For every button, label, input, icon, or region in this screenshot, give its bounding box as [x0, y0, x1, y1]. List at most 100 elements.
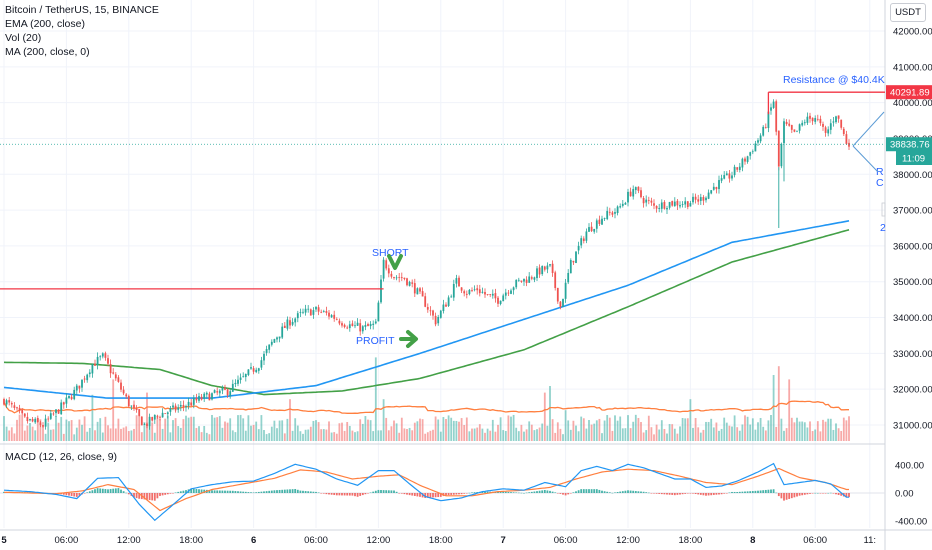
- candle-body: [749, 152, 752, 156]
- volume-bar: [546, 425, 549, 441]
- volume-bar: [270, 426, 273, 441]
- candle-body: [491, 293, 494, 296]
- volume-bar: [803, 422, 806, 441]
- volume-bar: [842, 417, 845, 441]
- candle-body: [767, 111, 770, 129]
- volume-bar: [824, 421, 827, 441]
- candle-body: [226, 389, 229, 396]
- candle-body: [465, 293, 468, 295]
- candle-body: [650, 200, 653, 203]
- cut-annotation-2[interactable]: 2: [880, 222, 886, 234]
- volume-bar: [122, 427, 125, 441]
- legend-vol[interactable]: Vol (20): [5, 32, 42, 44]
- candle-body: [211, 393, 213, 400]
- candle-body: [624, 202, 627, 205]
- macd-histogram-bar: [499, 491, 502, 493]
- legend-ma[interactable]: MA (200, close, 0): [5, 46, 90, 58]
- volume-bar: [380, 430, 382, 441]
- volume-bar: [707, 421, 710, 441]
- candle-body: [369, 323, 372, 327]
- volume-bar: [130, 430, 133, 441]
- macd-histogram-bar: [744, 491, 746, 493]
- macd-histogram-bar: [411, 493, 414, 496]
- candle-body: [458, 277, 460, 287]
- macd-histogram-bar: [816, 492, 819, 494]
- macd-histogram-bar: [367, 493, 369, 494]
- volume-bar: [554, 432, 557, 441]
- volume-bar: [593, 423, 596, 441]
- volume-bar: [203, 425, 206, 441]
- macd-histogram-bar: [715, 493, 718, 495]
- legend-macd[interactable]: MACD (12, 26, close, 9): [5, 451, 118, 463]
- macd-histogram-bar: [161, 493, 164, 496]
- macd-histogram-bar: [463, 493, 466, 494]
- candle-body: [616, 206, 619, 214]
- volume-bar: [658, 429, 661, 441]
- cut-annotation-r[interactable]: R: [876, 166, 884, 178]
- candle-body: [239, 377, 242, 380]
- volume-bar: [177, 426, 180, 441]
- volume-bar: [673, 428, 676, 441]
- macd-histogram-bar: [68, 493, 70, 496]
- volume-bar: [16, 419, 18, 441]
- volume-bar: [809, 421, 811, 441]
- candle-body: [333, 314, 336, 319]
- candle-body: [764, 127, 767, 128]
- legend-ema[interactable]: EMA (200, close): [5, 18, 85, 30]
- volume-bar: [94, 430, 96, 441]
- candle-body: [671, 201, 674, 206]
- candle-body: [200, 396, 203, 400]
- volume-bar: [263, 430, 265, 441]
- candle-body: [562, 298, 564, 307]
- macd-histogram-bar: [455, 493, 458, 495]
- candle-body: [356, 322, 359, 326]
- candle-body: [819, 118, 822, 124]
- candle-body: [564, 282, 567, 299]
- candle-body: [699, 197, 702, 201]
- candle-body: [757, 140, 759, 143]
- candle-body: [551, 263, 554, 273]
- macd-histogram-bar: [759, 490, 762, 493]
- macd-histogram-bar: [434, 493, 437, 498]
- volume-bar: [348, 425, 351, 441]
- macd-histogram-bar: [421, 493, 424, 498]
- currency-button[interactable]: USDT: [890, 3, 926, 22]
- macd-histogram-bar: [104, 489, 107, 493]
- projection-box: [881, 202, 886, 217]
- volume-bar: [135, 415, 138, 441]
- candle-body: [244, 374, 247, 378]
- candle-body: [242, 376, 245, 378]
- macd-histogram-bar: [679, 493, 681, 495]
- volume-bar: [302, 433, 304, 441]
- macd-histogram-bar: [809, 493, 811, 494]
- legend-symbol[interactable]: Bitcoin / TetherUS, 15, BINANCE: [5, 4, 159, 16]
- volume-bar: [335, 433, 338, 441]
- candle-body: [159, 416, 161, 418]
- volume-bar: [562, 434, 564, 441]
- candle-body: [294, 318, 297, 323]
- volume-bar: [286, 418, 289, 441]
- candle-body: [335, 319, 338, 320]
- candle-body: [705, 197, 707, 201]
- time-tick-label: 6: [251, 535, 256, 546]
- candle-body: [840, 119, 843, 128]
- candle-body: [538, 267, 541, 275]
- macd-histogram-bar: [244, 491, 247, 493]
- macd-histogram-bar: [783, 493, 785, 501]
- macd-histogram-bar: [179, 491, 182, 493]
- profit-annotation[interactable]: PROFIT: [356, 335, 395, 347]
- volume-bar: [528, 421, 531, 441]
- macd-histogram-bar: [658, 493, 661, 494]
- candle-body: [42, 425, 44, 427]
- volume-bar: [78, 419, 81, 441]
- volume-bar: [494, 431, 497, 441]
- volume-bar: [788, 379, 791, 441]
- candle-body: [484, 291, 486, 295]
- price-tick-label: 35000.00: [893, 277, 932, 288]
- resistance-annotation[interactable]: Resistance @ $40.4K: [783, 74, 885, 86]
- macd-histogram-bar: [530, 491, 533, 493]
- macd-histogram-bar: [221, 490, 224, 493]
- cut-annotation-c[interactable]: C: [876, 177, 884, 189]
- volume-bar: [276, 428, 278, 441]
